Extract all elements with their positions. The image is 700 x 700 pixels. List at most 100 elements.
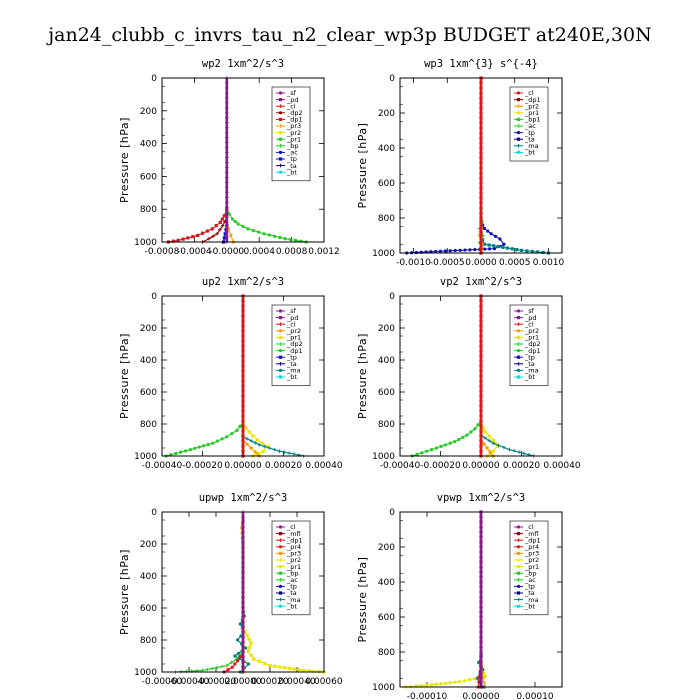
legend-marker — [278, 591, 283, 595]
data-point — [479, 600, 483, 604]
data-point — [501, 245, 505, 249]
legend-marker — [516, 584, 521, 589]
legend-label: _dp1 — [524, 96, 541, 104]
data-point — [482, 442, 486, 446]
legend-label: _ma — [286, 596, 301, 604]
legend-label: _cl — [524, 89, 534, 97]
x-tick-label: 0.00040 — [278, 677, 315, 687]
data-point — [183, 449, 188, 453]
y-tick-label: 800 — [378, 214, 395, 224]
legend-label: _pr3 — [286, 122, 301, 130]
legend-label: _pr3 — [524, 550, 539, 558]
data-point — [225, 205, 229, 210]
legend-marker — [516, 355, 521, 359]
data-point — [225, 155, 229, 160]
data-point — [225, 125, 229, 130]
data-point — [434, 446, 439, 450]
data-point — [241, 344, 245, 348]
data-point — [507, 447, 512, 452]
data-point — [273, 664, 277, 668]
data-point — [479, 96, 483, 100]
x-tick-label: -0.00060 — [142, 677, 183, 687]
data-point — [420, 684, 424, 688]
data-point — [425, 449, 429, 453]
series-line — [165, 422, 244, 457]
data-point — [248, 645, 252, 649]
data-point — [238, 655, 242, 659]
data-point — [225, 115, 229, 120]
data-point — [476, 676, 480, 680]
legend-marker — [516, 342, 521, 346]
legend: _sf_pd_cl_dp2_dp1_pr3_pr2_pr1_bp_ac_tp_t… — [271, 86, 311, 182]
data-point — [283, 237, 287, 241]
y-tick-label: 600 — [140, 388, 157, 398]
data-point — [479, 630, 483, 634]
data-point — [479, 111, 483, 115]
data-point — [479, 131, 483, 135]
data-point — [249, 439, 253, 443]
legend-marker — [278, 104, 283, 108]
legend-marker — [278, 525, 283, 529]
data-point — [465, 433, 469, 437]
legend-marker — [278, 163, 283, 168]
data-point — [241, 434, 245, 438]
data-point — [479, 191, 483, 195]
legend-label: _pr2 — [524, 327, 539, 335]
x-tick-label: -0.00020 — [420, 461, 461, 471]
data-point — [482, 680, 487, 685]
legend-label: _dp1 — [286, 347, 303, 355]
data-point — [479, 595, 483, 599]
data-point — [225, 165, 229, 170]
panel-title: wp2 1xm^2/s^3 — [202, 58, 284, 70]
legend-marker — [516, 144, 521, 148]
data-point — [479, 196, 483, 200]
panels: wp2 1xm^2/s^3 Pressure [hPa] 0 200 400 600 800… — [118, 58, 581, 700]
data-point — [205, 667, 210, 672]
data-point — [479, 389, 483, 393]
data-point — [171, 239, 175, 243]
legend-label: _tp — [286, 583, 297, 591]
data-point — [479, 241, 483, 245]
data-point — [479, 444, 483, 448]
data-point — [479, 354, 483, 358]
y-tick-label: 600 — [378, 613, 395, 623]
data-point — [473, 247, 477, 252]
x-tick-label: 0.00040 — [305, 461, 342, 471]
data-point — [479, 126, 483, 130]
data-point — [241, 374, 245, 378]
legend-label: _tp — [524, 583, 535, 591]
data-point — [479, 304, 483, 308]
legend-marker — [516, 558, 521, 562]
x-tick-label: 0.00000 — [462, 461, 499, 471]
data-point — [525, 249, 529, 253]
data-point — [252, 657, 256, 661]
data-point — [425, 683, 429, 687]
y-tick-label: 1000 — [134, 238, 157, 248]
legend-label: _ac — [524, 122, 536, 130]
data-point — [530, 249, 534, 254]
panel-title: vp2 1xm^2/s^3 — [440, 276, 522, 288]
data-point — [265, 444, 269, 448]
data-point — [241, 309, 245, 313]
data-point — [184, 669, 189, 674]
series-0 — [403, 659, 487, 689]
x-tick-label: -0.00020 — [196, 677, 237, 687]
legend-label: _dp1 — [286, 536, 303, 544]
data-point — [246, 227, 250, 231]
legend-label: _ac — [524, 576, 536, 584]
legend-label: _dp1 — [524, 347, 541, 355]
data-point — [498, 237, 502, 241]
series-2 — [173, 649, 245, 674]
series-4 — [479, 510, 483, 689]
data-point — [479, 156, 483, 160]
data-point — [241, 550, 245, 554]
legend-label: _dp1 — [524, 536, 541, 544]
data-point — [479, 670, 483, 674]
data-point — [479, 615, 483, 619]
legend-label: _bp — [286, 142, 299, 150]
series-0 — [405, 219, 506, 255]
legend-marker — [516, 150, 521, 154]
data-point — [244, 646, 248, 650]
data-point — [225, 215, 229, 219]
x-tick-label: 0.0004 — [243, 247, 275, 257]
